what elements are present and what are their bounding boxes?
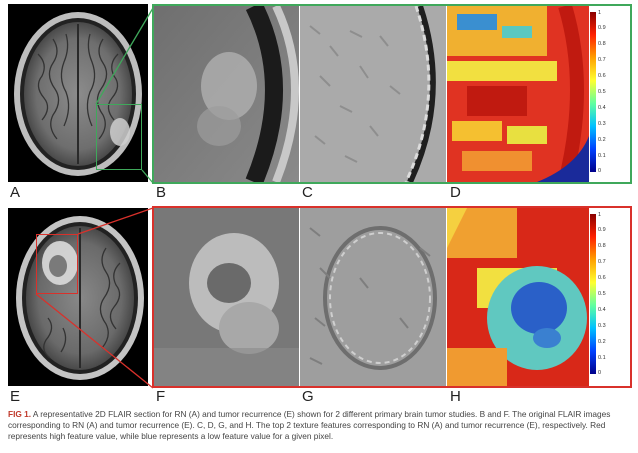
heatmap-panel-d (447, 6, 589, 182)
heatmap-panel-h (447, 208, 589, 386)
mri-panel-b (154, 6, 299, 182)
panel-label-g: G (302, 388, 314, 405)
figure-label: FIG 1. (8, 409, 32, 419)
panel-label-a: A (10, 184, 21, 201)
zoom-connector-bottom (35, 207, 154, 389)
panel-label-f: F (156, 388, 166, 405)
panel-label-h: H (450, 388, 461, 405)
mri-panel-f (154, 208, 299, 386)
roi-box-a (96, 104, 142, 170)
panel-label-c: C (302, 184, 313, 201)
colorbar-bottom-ticks: 1 0.9 0.8 0.7 0.6 0.5 0.4 0.3 0.2 0.1 0 (598, 212, 606, 376)
colorbar-top (590, 12, 596, 172)
roi-box-e (36, 234, 78, 294)
top-row-frame (152, 4, 632, 184)
mri-panel-e (8, 208, 148, 386)
bottom-row-frame (152, 206, 632, 388)
texture-panel-g (300, 208, 446, 386)
zoom-connector-top (95, 7, 154, 184)
mri-panel-a (8, 4, 148, 182)
colorbar-bottom (590, 214, 596, 374)
caption-text: A representative 2D FLAIR section for RN… (8, 409, 611, 441)
panel-label-b: B (156, 184, 167, 201)
texture-panel-c (300, 6, 446, 182)
panel-label-e: E (10, 388, 21, 405)
figure-caption: FIG 1. A representative 2D FLAIR section… (8, 409, 634, 442)
panel-label-d: D (450, 184, 461, 201)
colorbar-top-ticks: 1 0.9 0.8 0.7 0.6 0.5 0.4 0.3 0.2 0.1 0 (598, 10, 606, 174)
